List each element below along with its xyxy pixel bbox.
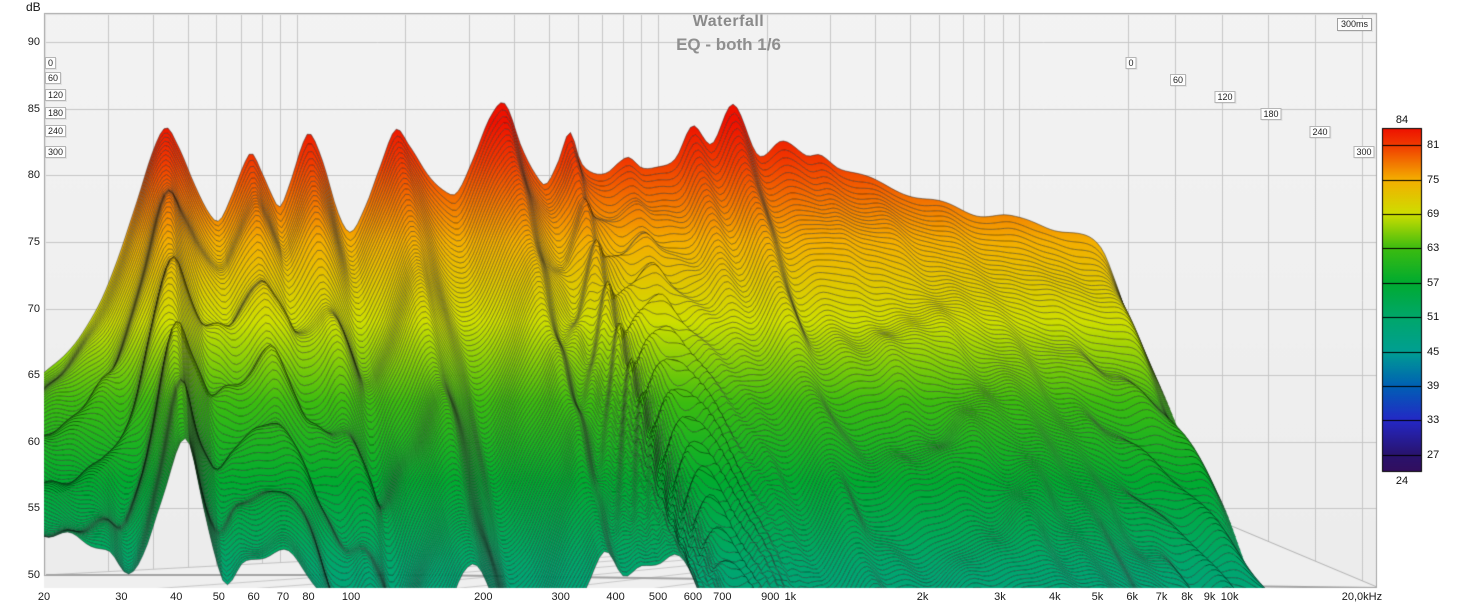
freq-tick: 20 (37, 591, 51, 603)
time-tick-right: 60 (1169, 74, 1187, 86)
freq-tick: 500 (648, 591, 668, 603)
time-tick-left: 240 (45, 125, 67, 137)
time-tick-left: 0 (45, 57, 57, 69)
time-tick-left: 300 (45, 146, 67, 158)
freq-tick: 40 (170, 591, 183, 603)
legend-value: 63 (1427, 242, 1440, 255)
time-tick-right: 0 (1125, 57, 1137, 69)
freq-tick: 2k (916, 591, 929, 603)
time-tick-right: 120 (1214, 91, 1236, 103)
freq-tick: 9k (1203, 591, 1216, 603)
freq-tick: 6k (1126, 591, 1138, 603)
freq-tick: 400 (606, 591, 625, 603)
legend-value: 39 (1427, 380, 1440, 392)
time-tick-left: 120 (45, 89, 67, 101)
plot-subtitle: EQ - both 1/6 (676, 35, 781, 54)
freq-tick: 30 (115, 591, 128, 603)
legend-max-value: 84 (1395, 114, 1409, 126)
time-tick-left: 180 (45, 107, 67, 119)
time-tick-left: 60 (45, 72, 62, 84)
legend-value: 51 (1427, 311, 1440, 324)
db-tick: 70 (27, 302, 40, 315)
freq-tick: 200 (474, 591, 493, 603)
db-axis-unit-label: dB (26, 0, 41, 14)
freq-tick: 700 (713, 591, 732, 603)
legend-value: 81 (1427, 139, 1440, 152)
freq-tick: 900 (761, 591, 780, 603)
db-tick: 50 (27, 569, 40, 581)
legend-min-value: 24 (1395, 475, 1409, 487)
db-tick: 90 (27, 36, 40, 48)
time-tick-right: 300 (1353, 146, 1375, 158)
freq-tick: 1k (784, 591, 797, 603)
freq-tick: 80 (302, 591, 315, 603)
freq-tick: 8k (1181, 591, 1193, 603)
legend-value: 57 (1427, 276, 1440, 289)
time-tick-right: 240 (1309, 126, 1331, 138)
db-tick: 75 (27, 235, 40, 248)
freq-tick: 300 (551, 591, 570, 603)
freq-tick: 70 (276, 591, 290, 603)
plot-title: Waterfall (692, 13, 765, 30)
freq-tick: 100 (341, 591, 361, 603)
freq-tick: 60 (247, 591, 260, 603)
db-tick: 60 (27, 435, 40, 448)
legend-value: 75 (1427, 173, 1440, 186)
freq-tick: 7k (1155, 591, 1168, 603)
time-tick-right: 180 (1260, 108, 1282, 120)
freq-tick: 20,0kHz (1341, 591, 1383, 603)
freq-tick: 50 (212, 591, 225, 603)
freq-tick: 10k (1220, 591, 1239, 603)
legend-value: 27 (1427, 448, 1440, 461)
time-window-badge: 300ms (1337, 18, 1373, 31)
legend-value: 69 (1427, 208, 1440, 220)
db-tick: 55 (27, 502, 40, 515)
freq-tick: 4k (1049, 591, 1061, 603)
db-tick: 65 (27, 369, 40, 382)
legend-value: 33 (1427, 414, 1440, 427)
freq-tick: 600 (683, 591, 703, 603)
db-tick: 80 (27, 169, 40, 182)
freq-tick: 5k (1091, 591, 1104, 603)
db-tick: 85 (27, 102, 40, 115)
legend-value: 45 (1427, 345, 1440, 358)
freq-tick: 3k (994, 591, 1006, 603)
